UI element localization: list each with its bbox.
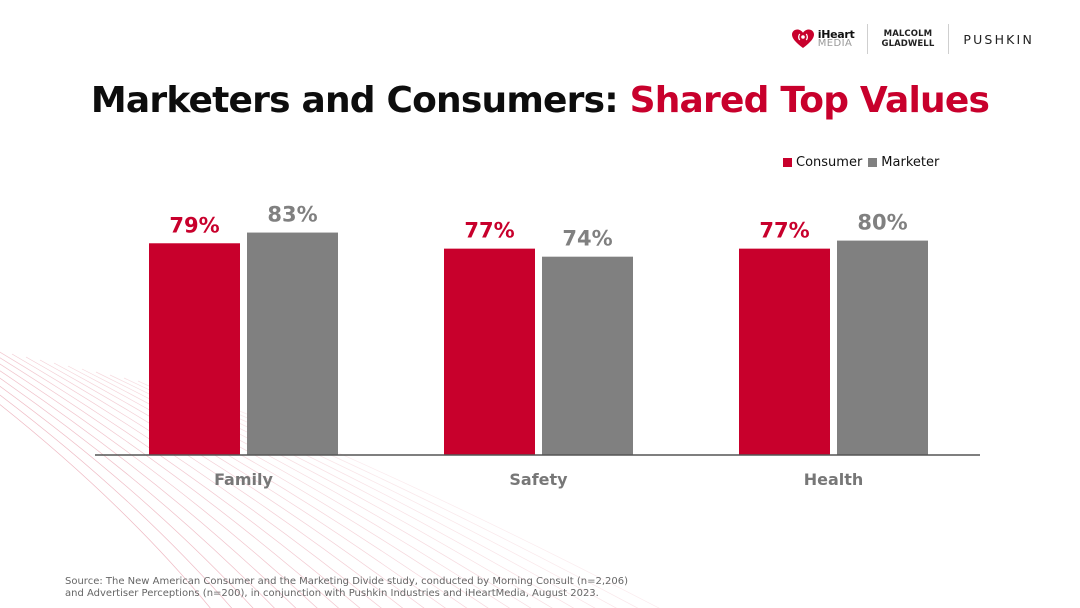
decorative-curve: [39, 359, 425, 608]
data-label-consumer-safety: 77%: [464, 219, 514, 243]
title-part2: Shared Top Values: [629, 80, 990, 121]
mg-line2: GLADWELL: [881, 39, 935, 49]
data-label-consumer-health: 77%: [759, 219, 809, 243]
bar-marketer-safety: [542, 256, 633, 455]
legend-item-consumer: Consumer: [783, 155, 862, 170]
decorative-curve: [11, 353, 382, 608]
pushkin-logo: PUSHKIN: [963, 31, 1034, 47]
category-label-health: Health: [804, 470, 864, 489]
iheart-wordmark: iHeart: [817, 28, 855, 41]
decorative-curve: [0, 394, 233, 608]
decorative-curve: [53, 362, 446, 608]
bar-consumer-family: [149, 243, 240, 455]
decorative-curve: [0, 404, 211, 608]
bar-marketer-family: [247, 232, 338, 455]
legend-swatch-marketer: [868, 158, 878, 167]
partner-logos: iHeart MEDIA MALCOLM GLADWELL PUSHKIN: [791, 22, 1034, 56]
legend-label-consumer: Consumer: [796, 155, 863, 170]
mg-line1: MALCOLM: [883, 29, 933, 39]
bar-consumer-health: [739, 248, 830, 455]
decorative-curve: [0, 363, 318, 608]
iheart-icon: [791, 29, 814, 48]
decorative-curve: [81, 368, 489, 608]
decorative-curve: [67, 365, 468, 608]
decorative-curve: [0, 370, 297, 608]
data-label-consumer-family: 79%: [169, 213, 219, 237]
malcolm-gladwell-logo: MALCOLM GLADWELL: [868, 24, 950, 54]
media-wordmark: MEDIA: [817, 38, 853, 49]
legend-item-marketer: Marketer: [868, 155, 939, 170]
decorative-curve: [0, 351, 361, 608]
decorative-curve: [0, 377, 275, 608]
decorative-curve: [0, 385, 254, 608]
legend-swatch-consumer: [783, 158, 792, 167]
legend-label-marketer: Marketer: [881, 155, 940, 170]
source-note: Source: The New American Consumer and th…: [65, 576, 628, 600]
title-part1: Marketers and Consumers:: [90, 80, 619, 121]
source-line-1: Source: The New American Consumer and th…: [65, 576, 628, 587]
data-label-marketer-safety: 74%: [562, 227, 612, 251]
category-label-family: Family: [214, 470, 273, 489]
category-label-safety: Safety: [509, 470, 568, 489]
iheartmedia-logo: iHeart MEDIA: [791, 24, 868, 54]
chart-legend: Consumer Marketer: [783, 155, 945, 170]
source-line-2: and Advertiser Perceptions (n=200), in c…: [65, 588, 599, 599]
data-label-marketer-health: 80%: [857, 211, 907, 235]
bar-marketer-health: [837, 240, 928, 455]
decorative-curve: [0, 357, 339, 608]
bar-consumer-safety: [444, 248, 535, 455]
page-title: Marketers and Consumers: Shared Top Valu…: [0, 80, 1080, 121]
data-label-marketer-family: 83%: [267, 203, 317, 227]
decorative-curve: [25, 356, 404, 608]
